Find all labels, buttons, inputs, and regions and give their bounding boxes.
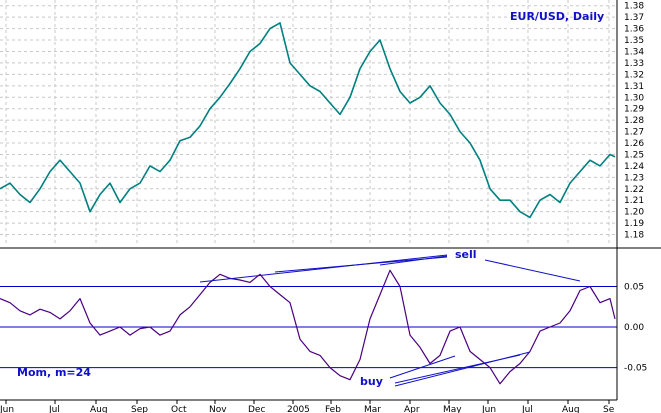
xtick-label: Jun (481, 405, 496, 413)
xtick-label: Apr (404, 405, 420, 413)
axes (0, 0, 661, 404)
price-ytick-label: 1.19 (624, 219, 644, 229)
momentum-line (0, 269, 616, 385)
price-grid (0, 0, 617, 246)
momentum-ytick-label: -0.05 (624, 364, 647, 374)
price-ytick-label: 1.32 (624, 70, 644, 80)
price-ytick-label: 1.18 (624, 231, 644, 241)
price-ytick-label: 1.28 (624, 116, 644, 126)
price-ytick-label: 1.23 (624, 173, 644, 183)
price-series (0, 22, 616, 219)
xtick-label: Jul (48, 405, 60, 413)
price-ytick-label: 1.22 (624, 185, 644, 195)
divergence-line (274, 256, 448, 273)
price-line (0, 22, 616, 219)
xtick-label: Jun (0, 405, 14, 413)
xtick-label: Oct (171, 405, 187, 413)
momentum-ytick-label: 0.05 (624, 282, 644, 292)
tick-labels: 1.18 1.191.20 1.211.22 1.231.24 1.251.261.27… (0, 2, 647, 413)
xtick-label: Mar (364, 405, 381, 413)
sell-annotation: sell (455, 248, 477, 261)
momentum-series (0, 269, 616, 385)
xtick-label: Feb (325, 405, 341, 413)
xtick-label: Aug (90, 405, 108, 413)
price-chart-title: EUR/USD, Daily (510, 10, 604, 23)
xtick-label: Se (603, 405, 615, 413)
price-ytick-label: 1.29 (624, 105, 644, 115)
price-ytick-label: 1.36 (624, 25, 644, 35)
xtick-label: Aug (562, 405, 580, 413)
price-ytick-label: 1.33 (624, 59, 644, 69)
price-ytick-label: 1.26 (624, 139, 644, 149)
xtick-label: 2005 (287, 405, 310, 413)
xtick-label: Sep (131, 405, 148, 413)
xtick-label: Dec (248, 405, 265, 413)
price-ytick-label: 1.30 (624, 93, 644, 103)
price-ytick-label: 1.31 (624, 82, 644, 92)
divergence-line (199, 254, 448, 283)
momentum-ytick-label: 0.00 (624, 323, 644, 333)
xtick-label: Jul (521, 405, 533, 413)
price-ytick-label: 1.34 (624, 47, 644, 57)
price-ytick-label: 1.27 (624, 128, 644, 138)
buy-annotation: buy (360, 375, 383, 388)
price-ytick-label: 1.35 (624, 36, 644, 46)
momentum-chart-title: Mom, m=24 (17, 366, 91, 379)
price-ytick-label: 1.24 (624, 162, 644, 172)
price-ytick-label: 1.20 (624, 208, 644, 218)
divergence-line (394, 351, 531, 387)
xtick-label: May (443, 405, 462, 413)
divergence-line (389, 355, 456, 379)
price-ytick-label: 1.38 (624, 2, 644, 12)
price-ytick-label: 1.25 (624, 150, 644, 160)
divergence-line (484, 259, 581, 282)
price-ytick-label: 1.21 (624, 196, 644, 206)
price-ytick-label: 1.37 (624, 13, 644, 23)
divergence-lines (199, 254, 581, 387)
xtick-label: Nov (209, 405, 227, 413)
